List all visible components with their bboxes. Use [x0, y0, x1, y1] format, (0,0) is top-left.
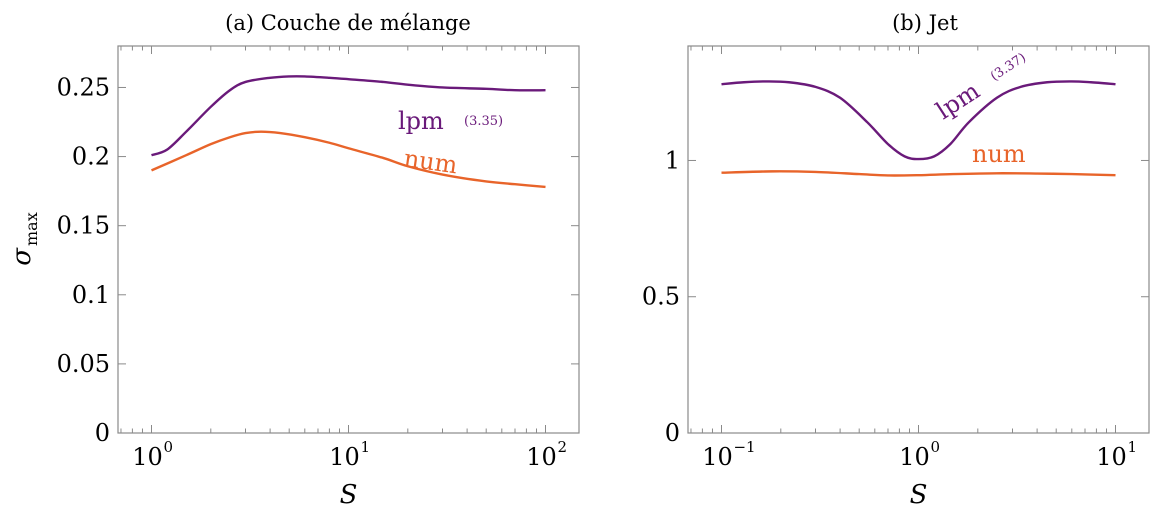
x-axis-label: S — [910, 480, 928, 510]
series-name-label: num — [402, 144, 459, 179]
series-name-label: lpm — [931, 76, 985, 125]
x-tick-exponent: −1 — [733, 438, 755, 456]
x-tick-base: 10 — [526, 443, 557, 471]
x-tick-base: 10 — [1096, 443, 1127, 471]
y-tick-label: 0.15 — [57, 212, 110, 240]
y-tick-label: 0.5 — [642, 283, 680, 311]
x-axis-label: S — [340, 480, 358, 510]
y-tick-label: 0 — [665, 419, 680, 447]
x-tick-exponent: 2 — [558, 438, 568, 456]
series-lpm-annotation: lpm(3.37) — [931, 50, 1029, 125]
panel-b-title: (b) Jet — [892, 11, 958, 35]
y-axis-subscript: max — [22, 212, 41, 246]
y-axis-symbol: σ — [7, 247, 37, 266]
x-tick-label: 10 1 — [329, 438, 370, 471]
x-tick-exponent: 1 — [1128, 438, 1138, 456]
series-lpm-line — [721, 80, 1116, 161]
x-tick-label: 10 0 — [899, 438, 940, 471]
panel-a-title: (a) Couche de mélange — [225, 11, 471, 35]
series-num-line — [721, 170, 1116, 177]
series-name-label: num — [972, 140, 1026, 168]
x-tick-base: 10 — [702, 443, 733, 471]
y-tick-label: 0 — [95, 419, 110, 447]
y-tick-label: 0.05 — [57, 350, 110, 378]
plot-frame — [117, 45, 580, 434]
x-tick-base: 10 — [329, 443, 360, 471]
series-lpm-annotation: lpm (3.35) — [398, 107, 503, 135]
series-num-line — [151, 130, 546, 189]
series-name-label: lpm — [398, 107, 444, 135]
x-tick-label: 10 0 — [132, 438, 173, 471]
y-tick-label: 0.25 — [57, 73, 110, 101]
series-lpm-line — [151, 75, 546, 157]
y-tick-label: 0.1 — [72, 281, 110, 309]
y-tick-label: 1 — [665, 146, 680, 174]
x-tick-base: 10 — [899, 443, 930, 471]
chart-panel-a: (a) Couche de mélange 10 0 10 1 10 200.050.10… — [7, 11, 580, 510]
x-tick-exponent: 0 — [931, 438, 941, 456]
x-tick-label: 10 2 — [526, 438, 567, 471]
plot-frame — [687, 45, 1150, 434]
equation-ref-label: (3.35) — [464, 114, 503, 129]
series-num-annotation: num — [972, 140, 1026, 168]
y-tick-label: 0.2 — [72, 143, 110, 171]
equation-ref-label: (3.37) — [988, 50, 1029, 84]
x-tick-label: 10 −1 — [702, 438, 755, 471]
series-num-annotation: num — [402, 144, 459, 179]
x-tick-base: 10 — [132, 443, 163, 471]
x-tick-label: 10 1 — [1096, 438, 1137, 471]
x-tick-exponent: 1 — [361, 438, 371, 456]
x-tick-exponent: 0 — [163, 438, 173, 456]
